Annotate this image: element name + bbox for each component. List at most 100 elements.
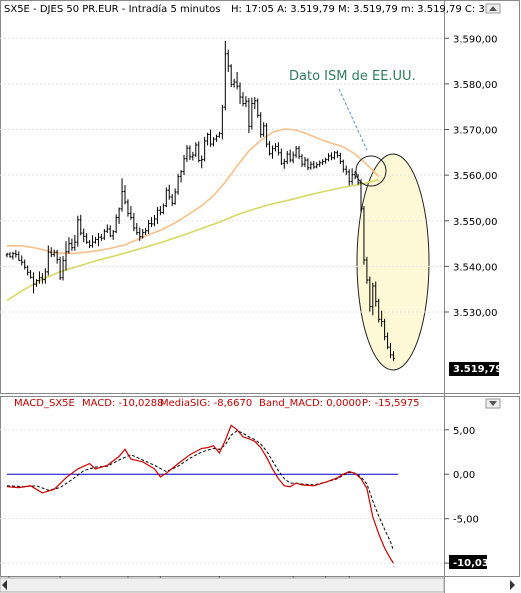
ohlc-bar (70, 238, 74, 251)
ohlc-bar (288, 149, 292, 163)
ohlc-bar (277, 142, 280, 156)
ohlc-bar (380, 310, 383, 327)
ohlc-bar (153, 214, 156, 227)
ohlc-bar (303, 156, 307, 167)
ohlc-bar (336, 150, 339, 158)
triangle-up-icon (489, 6, 497, 11)
ohlc-bar (229, 64, 233, 88)
candlestick-series (5, 40, 395, 361)
ohlc-bar (212, 137, 215, 147)
ohlc-bar (256, 98, 260, 118)
ohlc-bar (265, 123, 268, 148)
ohlc-bar (318, 160, 321, 167)
ohlc-bar (100, 233, 103, 241)
ohlc-bar (67, 237, 71, 254)
ohlc-bar (182, 155, 186, 176)
ohlc-bar (73, 234, 77, 251)
macd-last-value-label: -10,03 (453, 558, 489, 569)
ohlc-bar (162, 203, 165, 215)
macd-header-macd: MACD: -10,0288 (82, 398, 163, 409)
ohlc-bar (144, 228, 147, 235)
ohlc-bar (138, 227, 142, 241)
scrollbar[interactable] (0, 577, 515, 593)
ohlc-bar (38, 271, 41, 284)
price-pane-frame (0, 0, 520, 394)
ohlc-bar (283, 158, 286, 169)
ohlc-bar (221, 104, 224, 140)
ohlc-bar (247, 98, 251, 134)
ohlc-bar (97, 233, 100, 247)
ohlc-bar (44, 268, 47, 284)
ohlc-bar (94, 237, 97, 244)
ohlc-bar (291, 151, 295, 164)
ohlc-bar (274, 143, 277, 152)
price-pane-collapse-top[interactable] (485, 3, 501, 14)
ohlc-bar (191, 151, 195, 161)
ohlc-bar (206, 132, 209, 146)
macd-tick-label: 0,00 (453, 470, 475, 481)
ohlc-bar (374, 281, 378, 307)
macd-pane-frame (0, 396, 520, 577)
ohlc-bar (250, 97, 254, 130)
ohlc-bar (79, 214, 83, 236)
highlight-ellipse-large (356, 153, 430, 371)
ohlc-bar (339, 152, 342, 165)
ohlc-bar (8, 252, 12, 258)
ohlc-bar (185, 145, 189, 162)
ohlc-bar (321, 159, 324, 166)
ohlc-bar (47, 245, 50, 276)
ohlc-bar (17, 251, 21, 261)
triangle-right-icon[interactable] (510, 580, 515, 590)
macd-grid (0, 429, 444, 564)
ohlc-bar (344, 165, 348, 176)
ohlc-bar (350, 168, 354, 185)
ohlc-bar (371, 282, 375, 316)
macd-header-band: Band_MACD: 0,0000 (259, 398, 361, 409)
ohlc-bar (333, 150, 336, 160)
ohlc-bar (203, 136, 206, 162)
ohlc-bar (368, 276, 372, 312)
ohlc-bar (244, 96, 248, 108)
ohlc-bar (135, 223, 139, 235)
ohlc-bar (353, 171, 357, 180)
ohlc-bar (280, 148, 283, 166)
ohlc-bar (194, 142, 198, 157)
ohlc-bar (327, 153, 330, 162)
ohlc-bar (132, 212, 136, 232)
ohlc-bar (297, 145, 301, 160)
ohlc-bar (268, 140, 271, 156)
ohlc-bar (126, 199, 130, 217)
ohlc-bar (386, 332, 389, 349)
ohlc-bar (262, 122, 265, 137)
ohlc-bar (176, 173, 180, 195)
triangle-down-icon (489, 401, 497, 406)
ohlc-bar (383, 318, 386, 341)
ohlc-bar (82, 228, 85, 243)
ohlc-bar (362, 206, 366, 265)
ohlc-bar (188, 145, 192, 161)
ohlc-bar (235, 72, 239, 90)
macd-pane-collapse[interactable] (485, 398, 501, 409)
ohlc-bar (224, 40, 227, 111)
ohlc-bar (147, 219, 150, 234)
ohlc-bar (389, 343, 392, 359)
ohlc-bar (91, 235, 94, 248)
ohlc-bar (11, 251, 15, 260)
ohlc-bar (359, 179, 363, 213)
price-last-value-label: 3.519,79 (453, 364, 502, 375)
ohlc-bar (179, 170, 183, 183)
macd-path (6, 424, 394, 564)
ohlc-bar (129, 206, 133, 220)
ohlc-bar (226, 49, 230, 73)
macd-header-name: MACD_SX5E (14, 398, 75, 409)
price-tick-label: 3.580,00 (453, 80, 498, 91)
ohlc-bar (330, 152, 333, 161)
ohlc-bar (76, 215, 80, 247)
price-axis: 3.530,00 3.540,00 3.550,00 3.560,00 3.570,00… (444, 34, 498, 319)
ma-long-path (6, 178, 379, 302)
triangle-left-icon[interactable] (2, 580, 7, 590)
ohlc-bar (315, 162, 319, 169)
ohlc-bar (55, 249, 59, 264)
